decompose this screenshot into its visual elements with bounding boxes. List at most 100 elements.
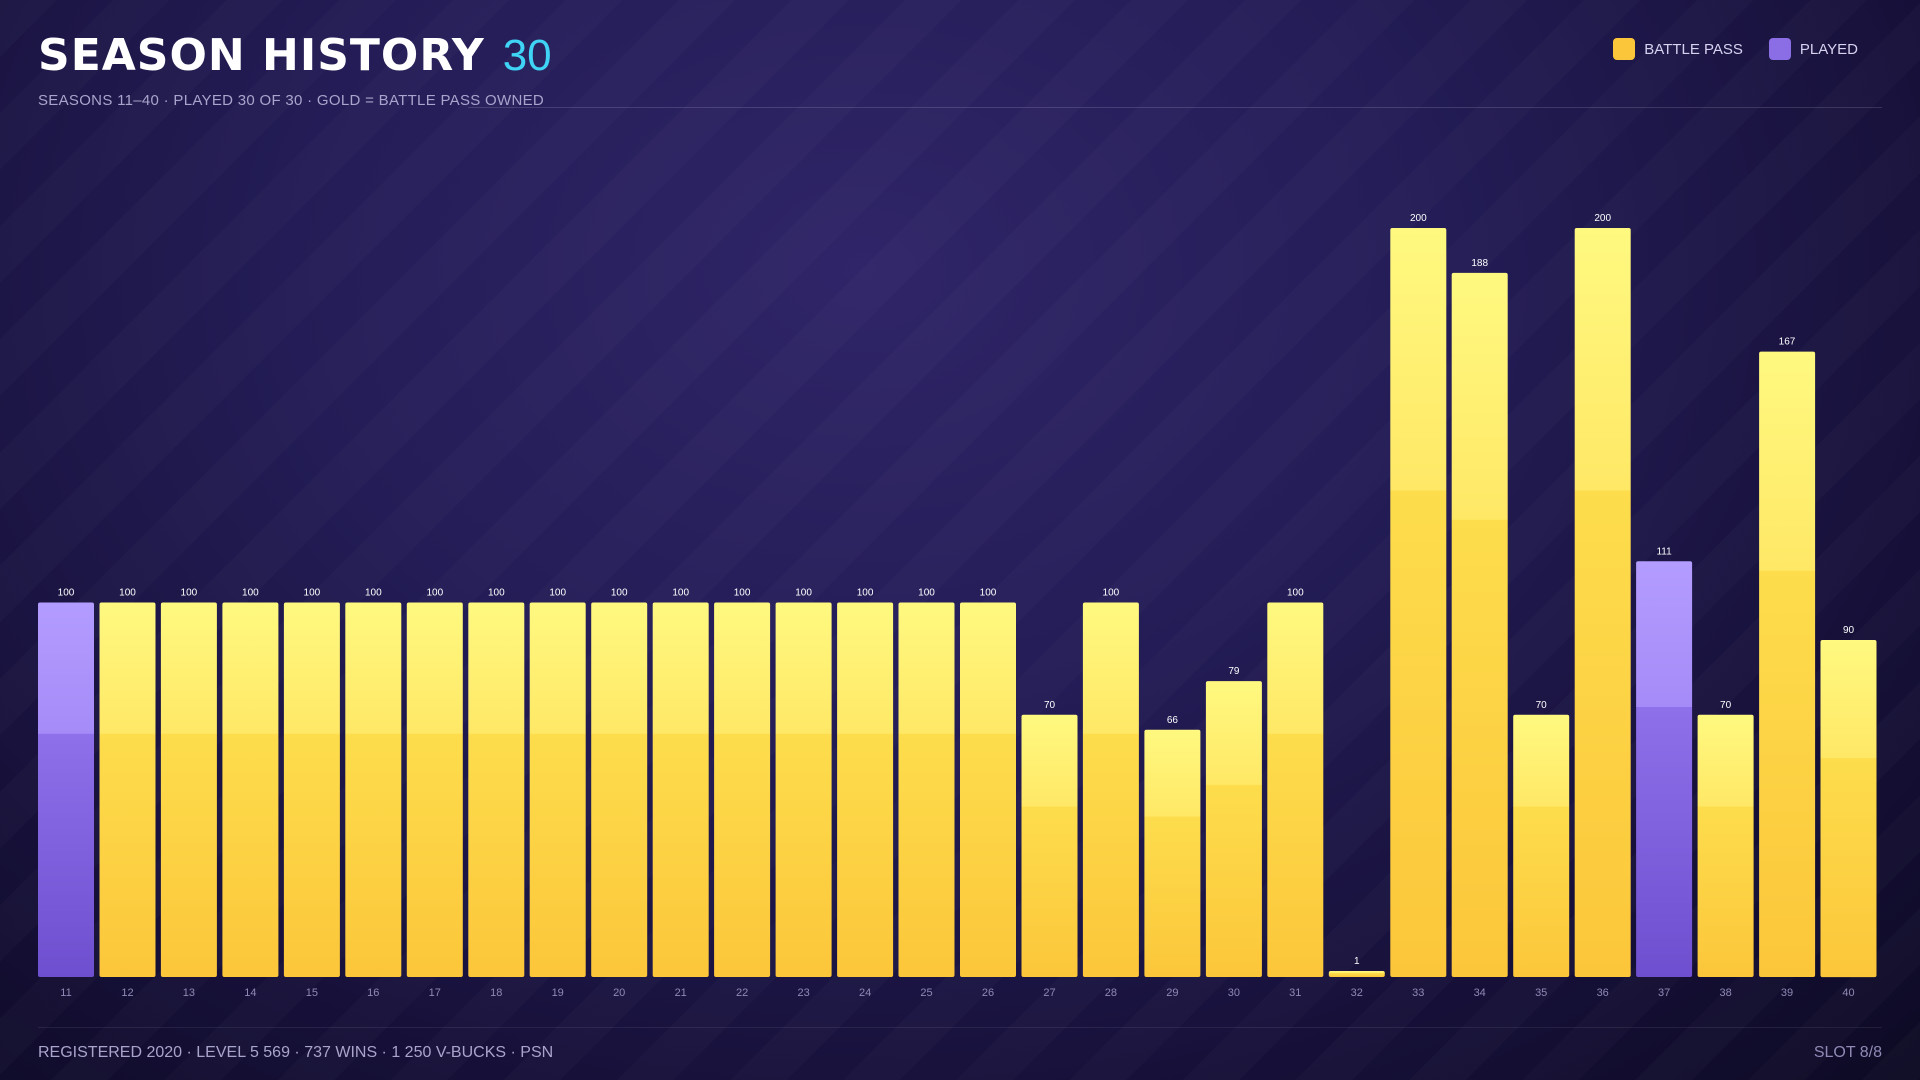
- season-tick-label: 32: [1351, 987, 1363, 999]
- bar-value-label: 167: [1779, 337, 1796, 348]
- slot-indicator: SLOT 8/8: [1813, 1044, 1882, 1061]
- profile-summary: REGISTERED 2020 · LEVEL 5 569 · 737 WINS…: [38, 1044, 554, 1061]
- season-bar: [1820, 640, 1877, 978]
- bar-value-label: 100: [918, 588, 935, 599]
- bar-value-label: 100: [242, 588, 259, 599]
- season-tick-label: 27: [1043, 987, 1055, 999]
- season-bar: [283, 602, 340, 977]
- bar-value-label: 100: [58, 588, 75, 599]
- bar-value-label: 70: [1536, 700, 1548, 711]
- bar-value-label: 100: [365, 588, 382, 599]
- season-tick-label: 22: [736, 987, 748, 999]
- season-bar: [837, 602, 894, 977]
- season-tick-label: 11: [60, 987, 71, 999]
- season-bar: [468, 602, 525, 977]
- season-bar: [1205, 681, 1262, 977]
- season-bar: [1390, 228, 1447, 977]
- season-bar: [99, 602, 156, 977]
- season-tick-label: 26: [982, 987, 994, 999]
- season-bar: [1574, 228, 1631, 977]
- season-bar: [38, 602, 94, 977]
- bar-value-label: 100: [426, 588, 443, 599]
- season-tick-label: 16: [367, 987, 379, 999]
- season-bar: [529, 602, 586, 977]
- season-bar: [1513, 714, 1570, 977]
- season-bar: [1021, 714, 1078, 977]
- season-tick-label: 29: [1166, 987, 1178, 999]
- season-tick-label: 24: [859, 987, 871, 999]
- bar-value-label: 66: [1167, 715, 1179, 726]
- bar-value-label: 90: [1843, 625, 1855, 636]
- season-bar: [1144, 729, 1201, 977]
- season-tick-label: 31: [1289, 987, 1301, 999]
- bar-value-label: 188: [1471, 258, 1488, 269]
- season-bar: [1451, 272, 1508, 977]
- chart-legend: BATTLE PASS PLAYED: [1613, 38, 1858, 60]
- season-tick-label: 20: [613, 987, 625, 999]
- season-count: 30: [502, 31, 552, 80]
- season-bar: [1328, 971, 1385, 977]
- season-tick-label: 28: [1105, 987, 1117, 999]
- season-bar: [1636, 561, 1693, 977]
- bar-value-label: 100: [857, 588, 874, 599]
- season-bar: [775, 602, 832, 977]
- bar-value-label: 111: [1656, 546, 1672, 557]
- season-tick-label: 36: [1597, 987, 1609, 999]
- battle-pass-swatch: [1613, 38, 1636, 60]
- season-bar: [714, 602, 771, 977]
- legend-label-battle-pass: BATTLE PASS: [1644, 40, 1743, 58]
- season-tick-label: 35: [1535, 987, 1547, 999]
- bar-value-label: 79: [1228, 666, 1240, 677]
- bar-value-label: 100: [304, 588, 321, 599]
- bars-layer: 100 11 100 12 100 13 100 14 100 15 100 16 100 17 100 18…: [38, 213, 1877, 999]
- season-bar: [652, 602, 709, 977]
- season-bar: [345, 602, 402, 977]
- season-tick-label: 39: [1781, 987, 1793, 999]
- chart-header: SEASON HISTORY 30 SEASONS 11–40 · PLAYED…: [38, 30, 1882, 109]
- season-tick-label: 37: [1658, 987, 1670, 999]
- season-bar: [222, 602, 279, 977]
- footer-divider: [38, 1027, 1882, 1028]
- season-tick-label: 30: [1228, 987, 1240, 999]
- bar-value-label: 200: [1410, 213, 1427, 224]
- season-tick-label: 23: [797, 987, 809, 999]
- legend-item-battle-pass: BATTLE PASS: [1613, 38, 1743, 60]
- bar-value-label: 100: [734, 588, 751, 599]
- season-bar: [591, 602, 648, 977]
- bar-value-label: 100: [980, 588, 997, 599]
- season-tick-label: 15: [306, 987, 318, 999]
- bar-value-label: 200: [1594, 213, 1611, 224]
- season-tick-label: 38: [1719, 987, 1731, 999]
- bar-value-label: 1: [1354, 956, 1360, 967]
- page-title: SEASON HISTORY: [38, 30, 485, 81]
- season-tick-label: 12: [121, 987, 133, 999]
- season-bar: [1082, 602, 1139, 977]
- season-bar: [1267, 602, 1324, 977]
- page-subtitle: SEASONS 11–40 · PLAYED 30 OF 30 · GOLD =…: [38, 92, 545, 109]
- bar-value-label: 100: [488, 588, 505, 599]
- season-tick-label: 34: [1474, 987, 1486, 999]
- season-bar: [1697, 714, 1754, 977]
- season-bar: [1759, 351, 1816, 978]
- bar-value-label: 100: [611, 588, 628, 599]
- season-tick-label: 14: [244, 987, 256, 999]
- season-bar: [898, 602, 955, 977]
- bar-value-label: 100: [1103, 588, 1120, 599]
- season-bar: [160, 602, 217, 977]
- title-row: SEASON HISTORY 30: [38, 30, 1882, 81]
- bar-value-label: 100: [181, 588, 198, 599]
- bar-value-label: 100: [1287, 588, 1304, 599]
- legend-label-played: PLAYED: [1799, 40, 1858, 58]
- bar-value-label: 70: [1044, 700, 1056, 711]
- legend-item-played: PLAYED: [1768, 38, 1858, 60]
- season-tick-label: 13: [183, 987, 195, 999]
- bar-value-label: 100: [549, 588, 566, 599]
- season-bar: [406, 602, 463, 977]
- header-divider: [468, 107, 1882, 108]
- season-tick-label: 33: [1412, 987, 1424, 999]
- season-tick-label: 17: [429, 987, 441, 999]
- season-bar: [960, 602, 1016, 977]
- season-tick-label: 25: [920, 987, 932, 999]
- bar-value-label: 100: [672, 588, 689, 599]
